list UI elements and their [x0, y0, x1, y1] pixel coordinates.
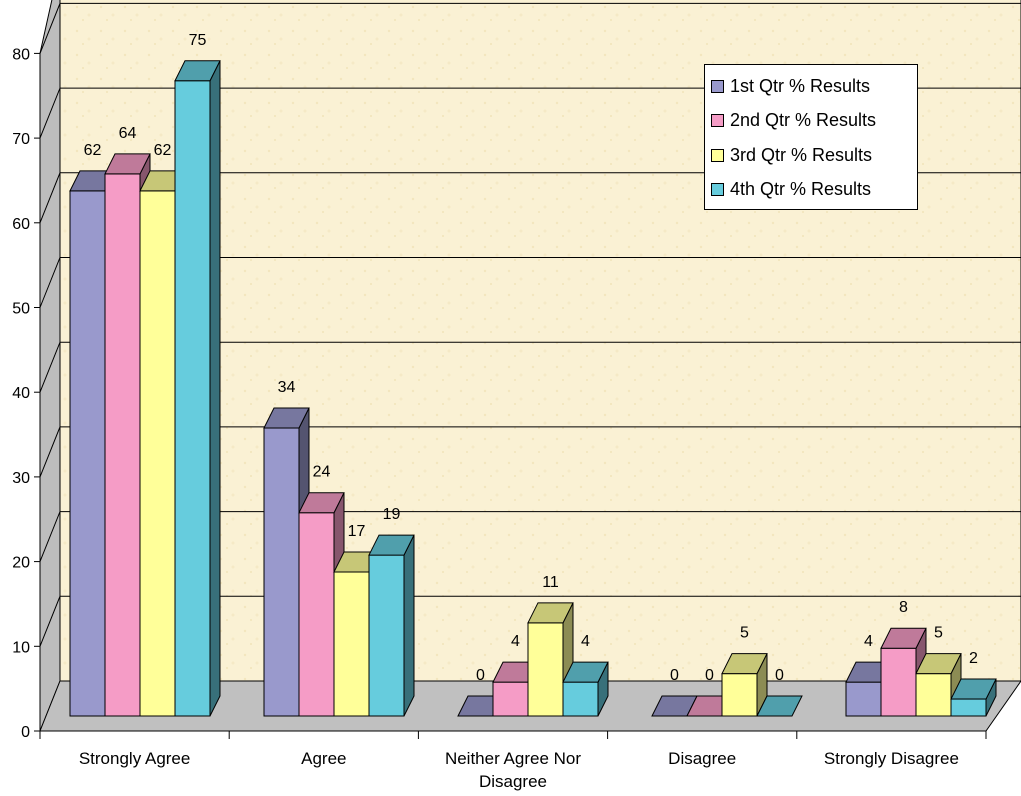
y-tick-label: 0 — [21, 724, 30, 741]
bar-front — [845, 681, 882, 717]
labels: 62 64 62 75 34 24 17 19 0 4 11 4 0 0 5 0 4 8 5 2 — [84, 32, 978, 684]
data-label: 17 — [348, 523, 366, 540]
bar — [263, 407, 310, 717]
bar-top — [368, 534, 415, 556]
category-label: Strongly Agree — [79, 749, 191, 768]
y-tick-label: 60 — [12, 216, 30, 233]
bars — [69, 60, 997, 717]
bar-top — [298, 492, 345, 514]
bar-front — [915, 673, 952, 717]
category-label: Strongly Disagree — [824, 749, 959, 768]
data-label: 62 — [154, 142, 172, 159]
bar — [756, 695, 803, 717]
legend-label: 3rd Qtr % Results — [730, 144, 873, 165]
bar-front — [950, 698, 987, 717]
legend-label: 4th Qtr % Results — [730, 179, 872, 200]
gridline — [39, 87, 1021, 139]
bar — [527, 602, 574, 717]
data-label: 0 — [476, 667, 485, 684]
data-label: 24 — [313, 464, 331, 481]
bar-front — [139, 190, 176, 717]
bar — [368, 534, 415, 717]
bar-front — [492, 681, 529, 717]
gridline — [39, 341, 1021, 393]
legend-swatch — [711, 183, 724, 197]
legend-item: 4th Qtr % Results — [711, 173, 917, 208]
legend-item: 2nd Qtr % Results — [711, 104, 917, 139]
bar-top — [104, 153, 151, 175]
y-tick-label: 40 — [12, 385, 30, 402]
bar-front — [263, 427, 300, 717]
data-label: 4 — [581, 633, 590, 650]
gridline — [39, 2, 1021, 54]
data-label: 4 — [864, 633, 873, 650]
bar-top — [756, 695, 803, 717]
data-label: 5 — [740, 625, 749, 642]
y-tick-label: 70 — [12, 131, 30, 148]
gridline — [39, 595, 1021, 647]
legend-item: 3rd Qtr % Results — [711, 138, 917, 173]
data-label: 11 — [542, 574, 559, 591]
data-label: 5 — [934, 625, 943, 642]
y-tick-label: 10 — [12, 639, 30, 656]
category-label: Disagree — [668, 749, 736, 768]
bar — [174, 60, 221, 717]
bar-side — [209, 60, 221, 717]
bar-top — [880, 627, 927, 649]
gridline — [39, 511, 1021, 562]
category-label: Neither Agree Nor — [445, 749, 581, 768]
bar — [950, 678, 997, 717]
data-label: 0 — [705, 667, 714, 684]
bar-front — [104, 173, 141, 717]
bar-front — [368, 554, 405, 717]
y-tick-label: 80 — [12, 46, 30, 63]
bar-front — [527, 622, 564, 717]
bar-top — [915, 653, 962, 675]
data-label: 19 — [383, 506, 401, 523]
bar-front — [298, 512, 335, 717]
gridline — [39, 426, 1021, 478]
legend-item: 1st Qtr % Results — [711, 69, 917, 104]
data-label: 64 — [119, 125, 137, 142]
y-tick-label: 50 — [12, 301, 30, 318]
bar-front — [721, 673, 758, 717]
data-label: 0 — [670, 667, 679, 684]
gridline — [39, 172, 1021, 223]
y-tick-label: 30 — [12, 470, 30, 487]
legend-label: 1st Qtr % Results — [730, 75, 871, 96]
bar — [562, 661, 609, 717]
y-tick-label: 20 — [12, 555, 30, 572]
data-label: 0 — [775, 667, 784, 684]
bar-front — [69, 190, 106, 717]
legend-label: 2nd Qtr % Results — [730, 110, 877, 131]
data-label: 75 — [189, 32, 207, 49]
bar-top — [721, 653, 768, 675]
bar-top — [950, 678, 997, 700]
legend-swatch — [711, 114, 724, 128]
data-label: 62 — [84, 142, 102, 159]
legend-swatch — [711, 79, 724, 93]
data-label: 4 — [511, 633, 520, 650]
legend: 1st Qtr % Results 2nd Qtr % Results 3rd Qt… — [704, 64, 918, 210]
bar-top — [562, 661, 609, 683]
category-label: Agree — [301, 749, 346, 768]
bar-top — [174, 60, 221, 82]
data-label: 34 — [278, 379, 296, 396]
bar-front — [333, 571, 370, 717]
data-label: 8 — [899, 599, 908, 616]
gridline — [39, 257, 1021, 308]
bar-top — [527, 602, 574, 624]
bar-front — [562, 681, 599, 717]
bar-top — [263, 407, 310, 429]
data-label: 2 — [969, 650, 978, 667]
category-label: Disagree — [479, 772, 547, 791]
bar-front — [174, 80, 211, 717]
legend-swatch — [711, 148, 724, 162]
bar-side — [403, 534, 415, 717]
bar — [721, 653, 768, 717]
gridlines — [39, 2, 1021, 647]
bar-front — [880, 647, 917, 717]
